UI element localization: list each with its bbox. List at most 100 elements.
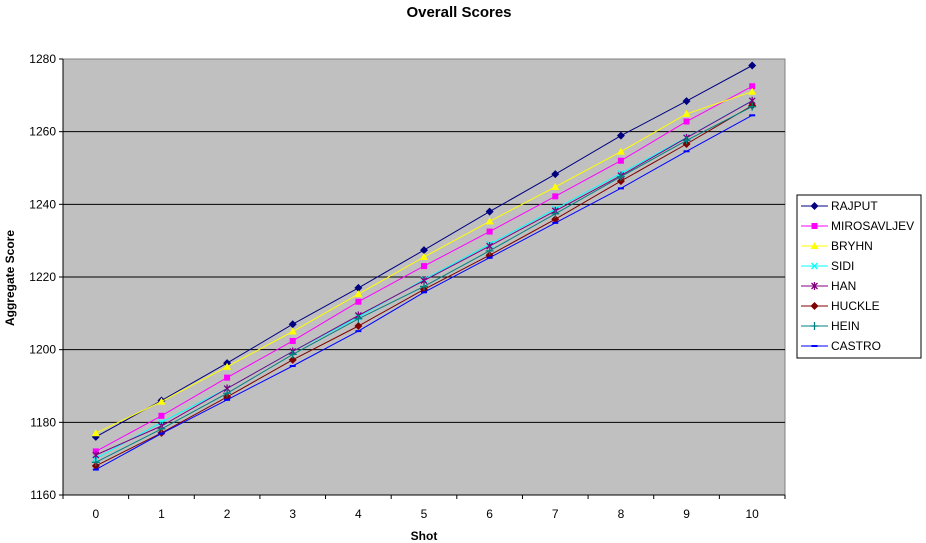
x-tick-label: 2: [224, 507, 231, 521]
data-point-hein: [485, 246, 494, 255]
data-point-mirosavljev: [224, 374, 231, 381]
data-point-rajput: [748, 61, 757, 70]
data-point-huckle: [551, 215, 560, 224]
data-point-hein: [91, 458, 100, 467]
data-point-bryhn: [223, 362, 232, 370]
x-tick-label: 8: [618, 507, 625, 521]
series-rajput: [91, 61, 757, 441]
data-point-hein: [420, 282, 428, 291]
series-castro: [92, 114, 756, 471]
data-point-hein: [551, 209, 560, 218]
data-point-mirosavljev: [617, 157, 624, 164]
data-point-han: [92, 451, 100, 460]
y-axis-ticks: 1160 1180 1200 1220 1240 1260 1280: [29, 52, 63, 502]
legend-item-bryhn: BRYHN: [801, 239, 873, 253]
legend-label: SIDI: [831, 259, 854, 273]
legend-swatch-marker: [810, 242, 819, 249]
data-point-mirosavljev: [486, 228, 493, 235]
data-point-bryhn: [748, 87, 757, 95]
data-point-hein: [354, 314, 363, 323]
data-point-rajput: [682, 97, 691, 106]
legend-swatch-marker: [810, 322, 819, 330]
data-point-bryhn: [420, 253, 428, 261]
data-point-rajput: [288, 320, 297, 329]
data-point-bryhn: [616, 147, 625, 155]
x-axis-ticks: 0 1 2 3 4 5 6 7 8 9 10: [62, 495, 786, 521]
data-point-rajput: [420, 246, 428, 255]
data-point-mirosavljev: [421, 263, 427, 270]
data-point-hein: [616, 172, 625, 181]
data-point-bryhn: [682, 109, 691, 117]
data-point-huckle: [288, 355, 297, 364]
legend-swatch-marker: [810, 202, 819, 210]
legend-swatch-marker: [810, 302, 819, 310]
data-point-bryhn: [354, 290, 363, 298]
data-point-hein: [682, 136, 691, 145]
y-tick-label: 1180: [30, 415, 56, 429]
data-point-hein: [223, 389, 232, 398]
data-point-bryhn: [288, 327, 297, 335]
data-point-rajput: [551, 170, 560, 179]
y-tick-label: 1160: [30, 488, 56, 502]
legend-item-han: HAN: [801, 279, 856, 293]
x-tick-label: 0: [92, 507, 99, 521]
legend-label: RAJPUT: [831, 199, 878, 213]
data-point-bryhn: [551, 182, 560, 190]
data-point-mirosavljev: [289, 337, 296, 344]
legend-label: HAN: [831, 279, 856, 293]
x-tick-label: 10: [746, 507, 760, 521]
legend-swatch-marker: [811, 262, 818, 270]
x-axis-label: Shot: [411, 529, 438, 543]
data-point-mirosavljev: [749, 83, 756, 90]
legend-item-hein: HEIN: [801, 319, 860, 333]
x-tick-label: 3: [289, 507, 296, 521]
legend-item-castro: CASTRO: [801, 339, 881, 353]
data-point-mirosavljev: [158, 412, 165, 419]
data-point-mirosavljev: [355, 298, 362, 305]
legend-swatch-marker: [811, 282, 818, 290]
series-bryhn: [91, 87, 757, 437]
y-tick-label: 1260: [29, 125, 56, 139]
y-tick-label: 1240: [29, 197, 56, 211]
data-point-rajput: [354, 283, 363, 292]
y-axis-label: Aggregate Score: [3, 230, 17, 326]
data-point-huckle: [616, 177, 625, 186]
x-tick-label: 4: [355, 507, 362, 521]
data-point-hein: [748, 102, 757, 111]
legend-item-sidi: SIDI: [801, 259, 854, 273]
data-point-mirosavljev: [683, 118, 690, 125]
x-tick-label: 5: [421, 507, 428, 521]
legend-item-mirosavljev: MIROSAVLJEV: [801, 219, 914, 233]
legend: RAJPUT MIROSAVLJEV BRYHN SIDI HAN HUCKLE HEIN C…: [796, 194, 922, 359]
legend-swatch-marker: [811, 223, 818, 229]
legend-box: [796, 194, 922, 359]
series-group: [91, 61, 757, 471]
data-point-hein: [157, 424, 166, 433]
y-tick-label: 1280: [29, 52, 56, 66]
y-tick-label: 1200: [29, 343, 56, 357]
x-tick-label: 9: [683, 507, 690, 521]
legend-item-rajput: RAJPUT: [801, 199, 878, 213]
data-point-rajput: [485, 207, 494, 216]
data-point-rajput: [616, 131, 625, 140]
data-point-huckle: [485, 251, 494, 260]
legend-item-huckle: HUCKLE: [801, 299, 880, 313]
data-point-bryhn: [485, 217, 494, 225]
series-hein: [91, 102, 757, 467]
data-point-bryhn: [91, 429, 100, 437]
data-point-mirosavljev: [552, 193, 559, 200]
chart-title: Overall Scores: [406, 4, 511, 21]
data-point-hein: [288, 350, 297, 359]
legend-label: HEIN: [831, 319, 860, 333]
data-point-huckle: [354, 322, 363, 331]
series-mirosavljev: [92, 83, 756, 455]
x-tick-label: 7: [552, 507, 559, 521]
legend-label: BRYHN: [831, 239, 873, 253]
x-tick-label: 1: [158, 507, 165, 521]
legend-label: HUCKLE: [831, 299, 880, 313]
legend-label: MIROSAVLJEV: [831, 219, 914, 233]
legend-label: CASTRO: [831, 339, 881, 353]
data-point-bryhn: [157, 397, 166, 405]
y-tick-label: 1220: [29, 270, 56, 284]
